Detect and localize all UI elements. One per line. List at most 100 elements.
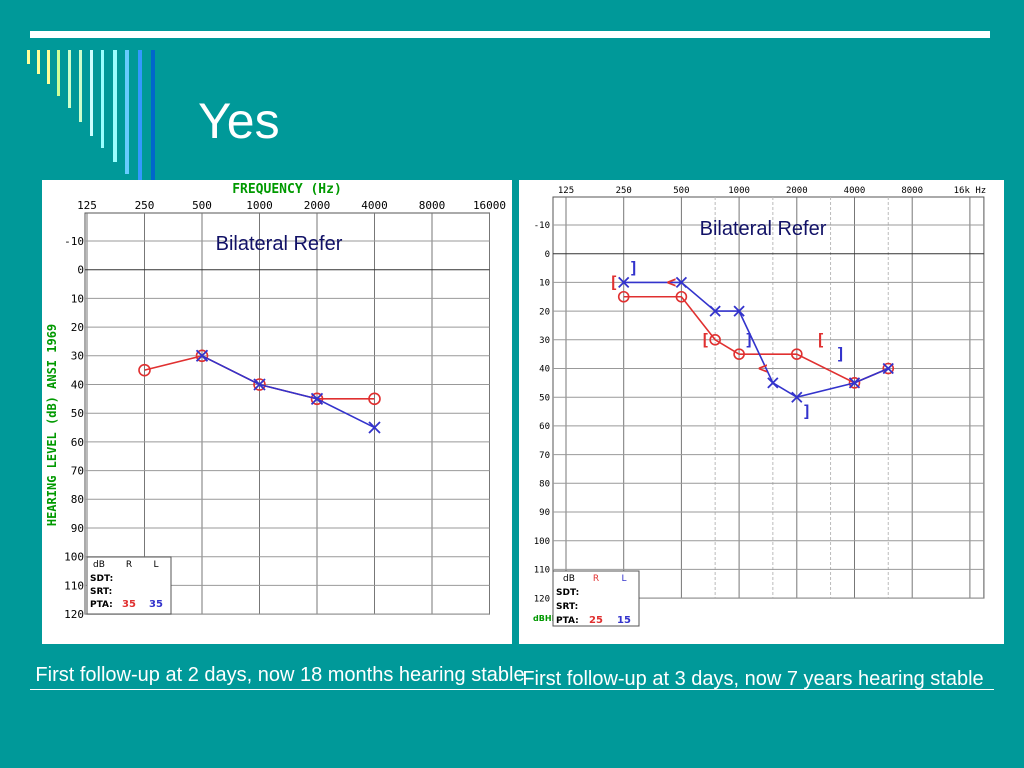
data-point-cross: [733, 305, 745, 317]
x-tick-label: 500: [673, 186, 689, 196]
audiogram-1: FREQUENCY (Hz) HEARING LEVEL (dB) ANSI 19…: [45, 182, 506, 621]
table-header-db: dB: [563, 574, 575, 584]
y-tick-label: 70: [539, 451, 550, 461]
table-value-l: 35: [149, 599, 163, 610]
x-tick-label: 4000: [844, 186, 866, 196]
x-tick-label: 500: [192, 199, 212, 212]
x-tick-label: 8000: [419, 199, 446, 212]
data-point-cross: [848, 377, 861, 389]
table-header-r: R: [126, 560, 132, 570]
y-tick-label: 20: [71, 321, 84, 334]
bone-conduction-symbol: ]: [629, 258, 639, 277]
bone-conduction-symbol: [: [609, 272, 619, 291]
y-tick-label: 40: [71, 378, 84, 391]
table-header-r: R: [593, 574, 599, 584]
table-value-r: 25: [589, 615, 603, 626]
y-tick-label: 0: [77, 264, 84, 277]
data-point-cross: [368, 421, 381, 434]
table-header-l: L: [621, 574, 626, 584]
y-tick-label: 120: [534, 594, 550, 604]
y-tick-label: 110: [64, 579, 84, 592]
decorative-stripes: [27, 50, 155, 190]
data-point-circle: [617, 290, 630, 303]
y-tick-label: 60: [71, 436, 84, 449]
audiogram-left-panel: FREQUENCY (Hz) HEARING LEVEL (dB) ANSI 19…: [42, 180, 512, 644]
bone-conduction-symbol: ]: [744, 330, 754, 349]
data-point-cross: [618, 276, 630, 289]
data-point-circle: [848, 377, 861, 389]
y-tick-label: 90: [71, 522, 84, 535]
x-tick-label: 16000: [473, 199, 506, 212]
data-point-circle: [790, 348, 803, 360]
table-row-label: SRT:: [90, 587, 112, 597]
data-point-cross: [791, 391, 803, 403]
bone-conduction-symbol: <: [758, 359, 768, 378]
table-header-l: L: [153, 560, 158, 570]
x-tick-label: 125: [558, 186, 574, 196]
y-tick-label: 10: [71, 292, 84, 305]
y-axis-label: dBHL: [533, 614, 557, 623]
y-tick-label: 80: [539, 479, 550, 489]
data-point-circle: [138, 363, 151, 377]
summary-table: [552, 570, 640, 627]
chart-annotation: Bilateral Refer: [216, 233, 343, 255]
y-tick-label: 30: [71, 350, 84, 363]
y-tick-label: 100: [534, 537, 550, 547]
data-point-cross: [675, 276, 688, 289]
caption-rule-right: [514, 689, 994, 690]
table-value-r: 35: [122, 599, 136, 610]
x-tick-label: 2000: [786, 186, 808, 196]
y-tick-label: 120: [64, 608, 84, 621]
table-row-label: SRT:: [556, 602, 578, 612]
table-row-label: SDT:: [90, 574, 113, 584]
y-tick-label: 80: [71, 493, 84, 506]
bone-conduction-symbol: [: [816, 330, 826, 349]
x-tick-label: 250: [616, 186, 632, 196]
data-point-cross: [310, 392, 324, 405]
table-row-label: SDT:: [556, 588, 579, 598]
y-tick-label: 40: [539, 365, 550, 375]
y-tick-label: 20: [539, 307, 550, 317]
caption-right: First follow-up at 3 days, now 7 years h…: [522, 668, 984, 690]
audiogram-2: dBHL 125 250 500 1000 2000 4000 8000 16k Hz -10 0 1…: [533, 186, 986, 627]
x-tick-label: 1000: [728, 186, 750, 196]
bone-conduction-symbol: <: [667, 272, 677, 291]
y-tick-label: -10: [64, 235, 84, 248]
y-tick-label: 100: [64, 551, 84, 564]
series-line-L: [623, 281, 889, 399]
bone-conduction-symbol: ]: [836, 344, 846, 363]
chart-title: FREQUENCY (Hz): [232, 182, 342, 197]
x-tick-label: 125: [77, 199, 97, 212]
table-value-l: 15: [617, 615, 631, 626]
audiogram-right-panel: dBHL 125 250 500 1000 2000 4000 8000 16k Hz -10 0 1…: [519, 180, 1004, 644]
bone-conduction-symbol: [: [700, 330, 710, 349]
y-tick-label: 30: [539, 336, 550, 346]
data-point-cross: [253, 378, 266, 391]
data-point-circle: [733, 348, 745, 360]
y-tick-label: -10: [534, 221, 550, 231]
x-tick-label: 1000: [246, 199, 273, 212]
y-tick-label: 70: [71, 464, 84, 477]
x-tick-label: 2000: [304, 199, 331, 212]
x-tick-label: 8000: [901, 186, 923, 196]
summary-table: [86, 556, 172, 615]
caption-rule-left: [30, 689, 514, 690]
y-tick-label: 110: [534, 566, 550, 576]
data-point-circle: [675, 290, 688, 303]
data-point-circle: [253, 378, 266, 391]
data-point-circle: [310, 392, 324, 406]
data-point-cross: [882, 362, 894, 375]
y-tick-label: 50: [71, 407, 84, 420]
y-tick-label: 90: [539, 508, 550, 518]
y-tick-label: 60: [539, 422, 550, 432]
y-axis-label: HEARING LEVEL (dB) ANSI 1969: [45, 324, 59, 526]
chart-annotation: Bilateral Refer: [700, 218, 827, 240]
data-point-circle: [709, 334, 721, 346]
data-point-circle: [882, 362, 895, 375]
bone-conduction-symbol: ]: [802, 402, 812, 421]
x-tick-label: 250: [135, 199, 155, 212]
data-point-cross: [767, 377, 779, 389]
data-point-cross: [709, 305, 721, 317]
top-rule: [30, 31, 990, 38]
data-point-circle: [368, 392, 381, 406]
